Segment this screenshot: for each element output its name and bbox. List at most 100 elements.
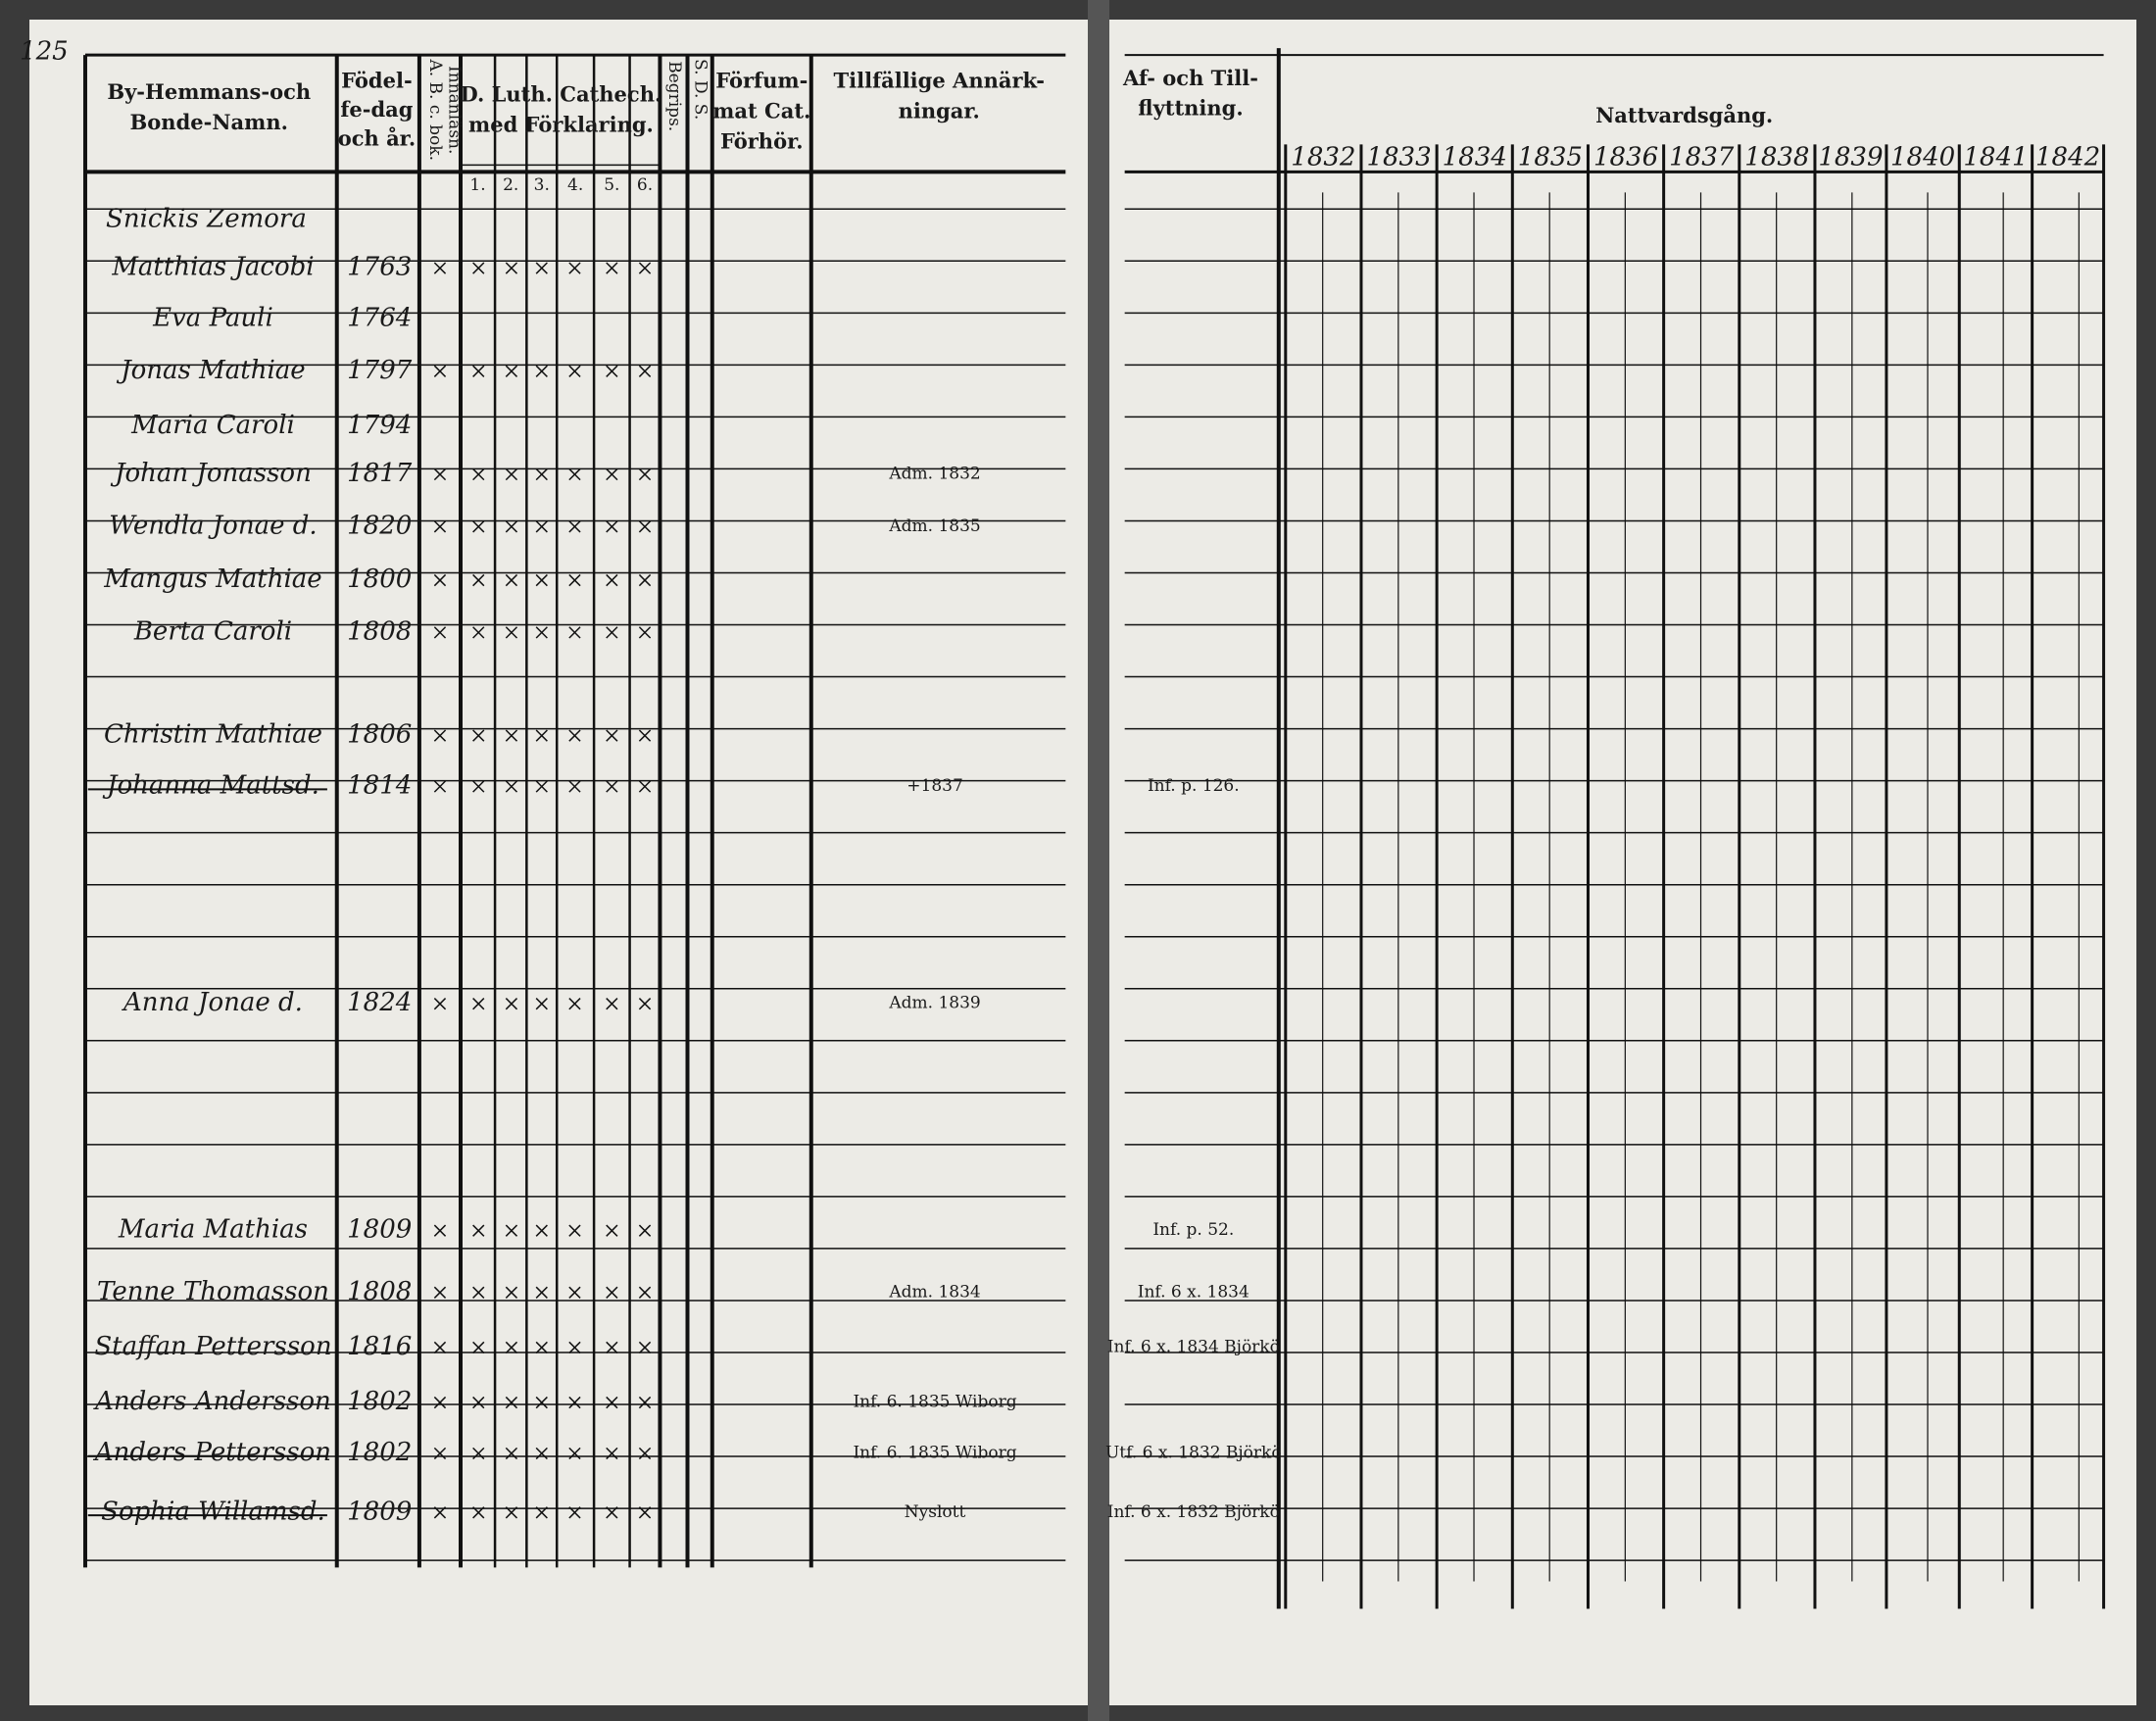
- year-header: 1839: [1818, 142, 1883, 172]
- move-note: Inf. 6 x. 1832 Björkö: [1107, 1502, 1280, 1522]
- header-birth: fe-dag: [340, 97, 413, 122]
- birth-year: 1794: [347, 411, 412, 440]
- tick-cross: [606, 1224, 618, 1237]
- move-note: Inf. p. 52.: [1152, 1220, 1234, 1240]
- birth-year: 1820: [347, 511, 412, 540]
- tick-cross: [606, 365, 618, 377]
- move-note: Inf. 6 x. 1834: [1138, 1282, 1250, 1302]
- tick-cross: [433, 1447, 447, 1460]
- remark: Adm. 1834: [888, 1282, 980, 1302]
- cathech-column: 6.: [637, 175, 653, 195]
- tick-cross: [505, 520, 518, 533]
- year-header: 1836: [1593, 142, 1658, 172]
- tick-cross: [638, 1506, 652, 1519]
- tick-cross: [535, 998, 548, 1010]
- year-header: 1838: [1744, 142, 1809, 172]
- tick-cross: [535, 467, 548, 481]
- remark: Inf. 6. 1835 Wiborg: [853, 1393, 1016, 1412]
- tick-cross: [505, 467, 518, 481]
- tick-cross: [568, 1341, 581, 1354]
- person-name: Staffan Pettersson: [94, 1332, 331, 1361]
- tick-cross: [606, 467, 618, 481]
- tick-cross: [535, 520, 548, 533]
- tick-cross: [606, 780, 618, 793]
- tick-cross: [568, 1506, 581, 1519]
- tick-cross: [535, 1447, 548, 1460]
- year-header: 1840: [1890, 142, 1955, 172]
- tick-cross: [568, 729, 581, 742]
- tick-cross: [433, 1506, 447, 1519]
- cathech-column: 5.: [604, 175, 619, 195]
- tick-cross: [606, 1447, 618, 1460]
- tick-cross: [505, 780, 518, 793]
- tick-cross: [606, 573, 618, 587]
- birth-year: 1809: [347, 1497, 412, 1526]
- birth-year: 1809: [347, 1215, 412, 1245]
- person-name: Anna Jonae d.: [122, 988, 303, 1017]
- tick-cross: [472, 262, 485, 274]
- year-header: 1835: [1518, 142, 1583, 172]
- tick-cross: [472, 365, 485, 377]
- birth-year: 1806: [347, 720, 412, 750]
- year-header: 1841: [1963, 142, 2028, 172]
- move-note: Utf. 6 x. 1832 Björkö: [1105, 1443, 1282, 1462]
- tick-cross: [535, 780, 548, 793]
- cathech-column: 2.: [503, 175, 518, 195]
- tick-cross: [433, 1396, 447, 1409]
- village-heading: Snickis Zemora: [106, 204, 307, 233]
- birth-year: 1802: [347, 1438, 412, 1467]
- header-birth: och år.: [338, 126, 416, 151]
- birth-year: 1797: [347, 356, 413, 385]
- tick-cross: [638, 1341, 652, 1354]
- header-cathech: D. Luth. Cathech.: [461, 82, 662, 107]
- tick-cross: [638, 998, 652, 1010]
- tick-cross: [638, 626, 652, 639]
- tick-cross: [606, 1286, 618, 1299]
- tick-cross: [505, 1447, 518, 1460]
- page-number: 125: [20, 36, 69, 66]
- header-abc: A. B. c. bok.: [425, 58, 445, 161]
- tick-cross: [505, 626, 518, 639]
- tick-cross: [568, 780, 581, 793]
- tick-cross: [472, 573, 485, 587]
- person-name: Mangus Mathiae: [103, 565, 321, 594]
- tick-cross: [505, 1341, 518, 1354]
- tick-cross: [433, 262, 447, 274]
- header-remarks: Tillfällige Annärk-: [834, 69, 1045, 93]
- tick-cross: [505, 729, 518, 742]
- header-communion: Nattvardsgång.: [1595, 103, 1773, 127]
- year-header: 1834: [1443, 142, 1507, 172]
- tick-cross: [433, 573, 447, 587]
- tick-cross: [472, 1396, 485, 1409]
- remark: +1837: [906, 776, 963, 796]
- person-name: Matthias Jacobi: [111, 253, 314, 282]
- tick-cross: [568, 262, 581, 274]
- gutter: [1088, 0, 1109, 1721]
- tick-cross: [568, 467, 581, 481]
- header-birth: Födel-: [341, 69, 413, 93]
- tick-cross: [606, 998, 618, 1010]
- tick-cross: [568, 1396, 581, 1409]
- tick-cross: [433, 520, 447, 533]
- person-name: Berta Caroli: [133, 616, 292, 646]
- tick-cross: [535, 1506, 548, 1519]
- tick-cross: [472, 520, 485, 533]
- person-name: Anders Pettersson: [93, 1438, 331, 1467]
- tick-cross: [433, 780, 447, 793]
- tick-cross: [433, 1224, 447, 1237]
- tick-cross: [535, 573, 548, 587]
- tick-cross: [472, 1224, 485, 1237]
- person-name: Christin Mathiae: [104, 720, 322, 750]
- birth-year: 1800: [347, 565, 412, 594]
- tick-cross: [606, 262, 618, 274]
- header-moves: flyttning.: [1138, 96, 1243, 121]
- tick-cross: [505, 998, 518, 1010]
- tick-cross: [638, 1286, 652, 1299]
- birth-year: 1814: [347, 771, 412, 801]
- tick-cross: [606, 729, 618, 742]
- tick-cross: [433, 365, 447, 377]
- birth-year: 1824: [347, 988, 412, 1017]
- year-header: 1837: [1669, 142, 1735, 172]
- tick-cross: [472, 1286, 485, 1299]
- remark: Adm. 1839: [888, 994, 980, 1013]
